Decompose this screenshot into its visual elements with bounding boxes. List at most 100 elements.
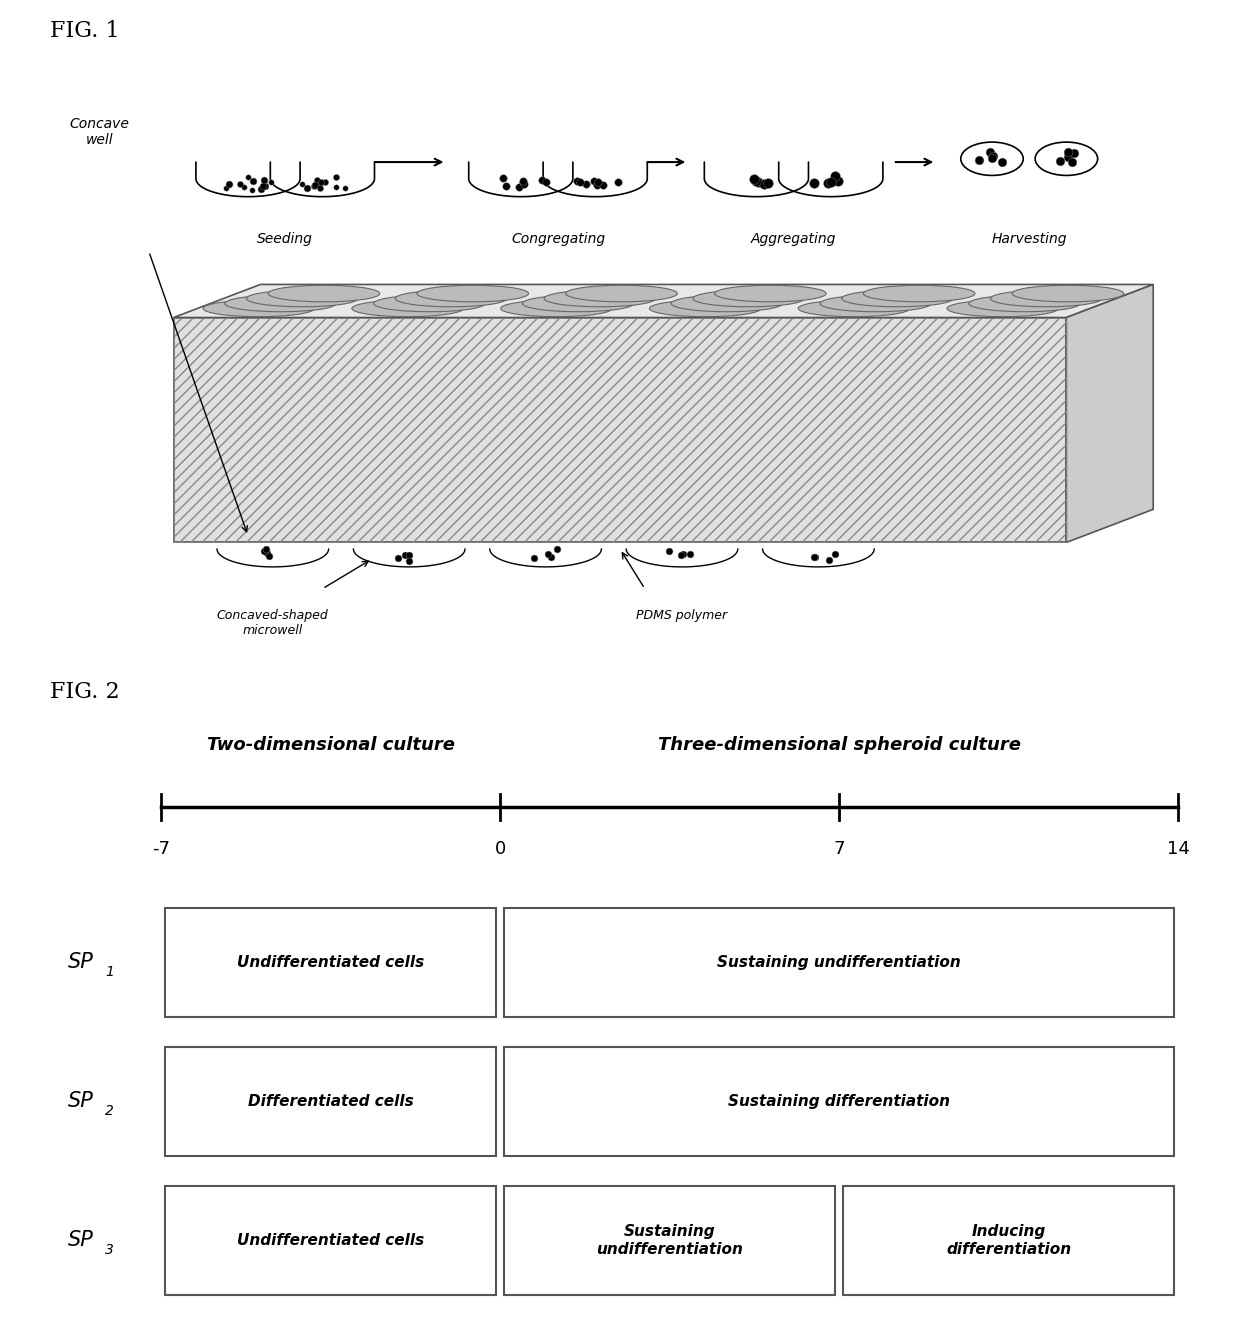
Point	[262, 172, 281, 193]
Text: Three-dimensional spheroid culture: Three-dimensional spheroid culture	[657, 736, 1021, 754]
Point	[218, 173, 238, 194]
Point	[820, 549, 839, 570]
Point	[547, 538, 567, 560]
Point	[394, 544, 414, 565]
Point	[570, 171, 590, 192]
Ellipse shape	[650, 300, 761, 316]
Point	[746, 171, 766, 192]
Point	[1050, 151, 1070, 172]
Point	[593, 175, 613, 196]
Point	[1061, 152, 1081, 173]
Bar	[503, 1185, 836, 1294]
Point	[399, 545, 419, 566]
Ellipse shape	[501, 300, 613, 316]
Point	[804, 172, 823, 193]
Point	[305, 175, 325, 196]
Point	[758, 172, 777, 193]
Point	[388, 548, 408, 569]
Text: PDMS polymer: PDMS polymer	[636, 609, 728, 622]
Ellipse shape	[224, 295, 336, 312]
Point	[542, 546, 562, 568]
Point	[981, 142, 1001, 163]
Point	[255, 538, 275, 560]
Bar	[503, 908, 1174, 1016]
Point	[257, 542, 277, 564]
Point	[298, 177, 317, 198]
Point	[308, 169, 327, 191]
Point	[826, 544, 846, 565]
Text: Concaved-shaped
microwell: Concaved-shaped microwell	[217, 609, 329, 636]
Point	[513, 171, 533, 192]
Point	[588, 172, 608, 193]
Point	[252, 179, 272, 200]
Point	[494, 167, 513, 188]
Bar	[503, 1048, 1174, 1156]
Text: Harvesting: Harvesting	[992, 232, 1066, 246]
Point	[399, 550, 419, 572]
Point	[254, 540, 274, 561]
Text: 14: 14	[1167, 840, 1189, 859]
Ellipse shape	[991, 290, 1102, 307]
Point	[243, 171, 263, 192]
Text: Sustaining differentiation: Sustaining differentiation	[728, 1094, 950, 1109]
Point	[291, 173, 311, 194]
Point	[315, 172, 335, 193]
Ellipse shape	[352, 300, 464, 316]
Point	[255, 175, 275, 196]
Point	[1058, 147, 1078, 168]
Ellipse shape	[417, 286, 528, 302]
Ellipse shape	[268, 286, 379, 302]
Point	[253, 175, 273, 196]
Text: Concave
well: Concave well	[69, 118, 129, 147]
Text: SP: SP	[68, 1230, 94, 1250]
Point	[744, 169, 764, 191]
Point	[326, 176, 346, 197]
Point	[513, 171, 533, 192]
Text: Congregating: Congregating	[511, 232, 605, 246]
Point	[821, 171, 841, 192]
Bar	[843, 1185, 1174, 1294]
Ellipse shape	[799, 300, 910, 316]
Point	[982, 147, 1002, 168]
Point	[510, 177, 529, 198]
Bar	[165, 1185, 496, 1294]
Point	[680, 542, 699, 564]
Text: Two-dimensional culture: Two-dimensional culture	[207, 736, 455, 754]
Text: 1: 1	[105, 966, 114, 979]
Point	[671, 545, 691, 566]
Text: SP: SP	[68, 953, 94, 972]
Point	[532, 169, 552, 191]
Point	[588, 175, 608, 196]
Ellipse shape	[565, 286, 677, 302]
Point	[513, 173, 533, 194]
Point	[311, 171, 331, 192]
Point	[259, 545, 279, 566]
Point	[754, 173, 774, 194]
Ellipse shape	[820, 295, 931, 312]
Bar	[165, 1048, 496, 1156]
Ellipse shape	[671, 295, 782, 312]
Text: -7: -7	[153, 840, 170, 859]
Point	[805, 546, 825, 568]
Polygon shape	[174, 284, 1153, 318]
Point	[538, 544, 558, 565]
Point	[577, 173, 596, 194]
Ellipse shape	[1012, 286, 1123, 302]
Point	[584, 169, 604, 191]
Point	[609, 172, 629, 193]
Point	[1058, 142, 1078, 163]
Ellipse shape	[544, 290, 656, 307]
Point	[335, 177, 355, 198]
Ellipse shape	[863, 286, 975, 302]
Point	[304, 176, 324, 197]
Point	[806, 546, 826, 568]
Ellipse shape	[522, 295, 634, 312]
Text: Aggregating: Aggregating	[751, 232, 836, 246]
Ellipse shape	[373, 295, 485, 312]
Polygon shape	[1066, 284, 1153, 542]
Point	[242, 180, 262, 201]
Point	[234, 176, 254, 197]
Ellipse shape	[203, 300, 315, 316]
Point	[496, 176, 516, 197]
Polygon shape	[174, 318, 1066, 542]
